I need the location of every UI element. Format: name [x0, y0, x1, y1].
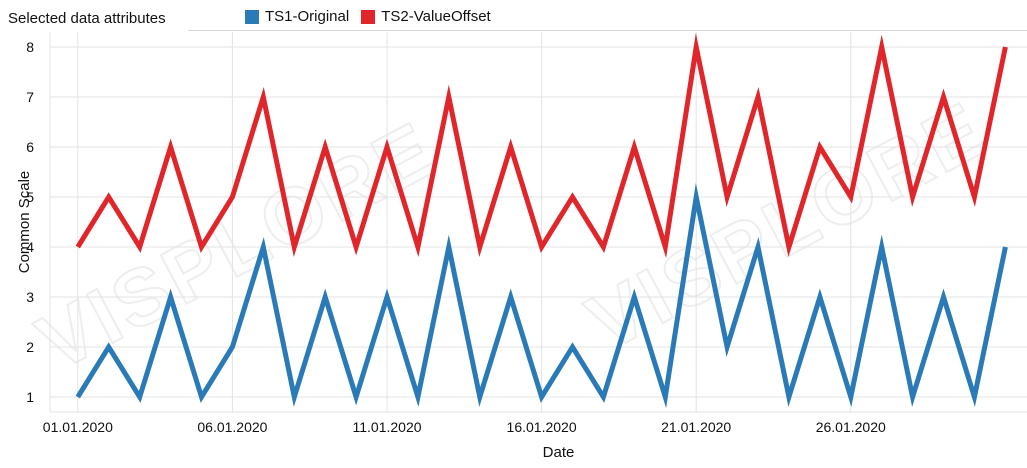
series-lines: [75, 32, 1008, 409]
legend-label-ts1: TS1-Original: [265, 8, 350, 25]
y-tick-label: 3: [26, 289, 34, 305]
legend-item-ts2[interactable]: TS2-ValueOffset: [361, 8, 491, 25]
y-tick-label: 4: [26, 239, 34, 255]
legend-item-ts1[interactable]: TS1-Original: [245, 8, 349, 25]
x-tick-label: 21.01.2020: [661, 419, 731, 435]
legend-swatch-ts1: [245, 9, 259, 24]
header-separator: [188, 0, 1027, 31]
y-tick-label: 1: [26, 389, 34, 405]
x-axis-title: Date: [543, 444, 575, 461]
x-tick-label: 01.01.2020: [43, 419, 113, 435]
x-tick-label: 06.01.2020: [197, 419, 267, 435]
y-axis-ticks: 1 2 3 4 5 6 7 8: [26, 39, 34, 405]
y-axis-title: Common Scale: [16, 171, 33, 274]
y-tick-label: 7: [26, 89, 34, 105]
y-tick-label: 5: [26, 189, 34, 205]
legend-swatch-ts2: [361, 9, 376, 24]
x-axis-ticks: 01.01.2020 06.01.2020 11.01.2020 16.01.2020…: [43, 419, 886, 435]
x-tick-label: 16.01.2020: [507, 419, 577, 435]
chart-legend: TS1-Original TS2-ValueOffset: [245, 8, 491, 25]
header-title: Selected data attributes: [8, 10, 166, 27]
legend-label-ts2: TS2-ValueOffset: [381, 8, 491, 25]
watermark-group: VISPLORE VISPLORE: [22, 83, 1001, 389]
x-tick-label: 26.01.2020: [816, 419, 886, 435]
y-tick-label: 6: [26, 139, 34, 155]
y-tick-label: 8: [26, 39, 34, 55]
y-tick-label: 2: [26, 339, 34, 355]
x-tick-label: 11.01.2020: [352, 419, 421, 435]
